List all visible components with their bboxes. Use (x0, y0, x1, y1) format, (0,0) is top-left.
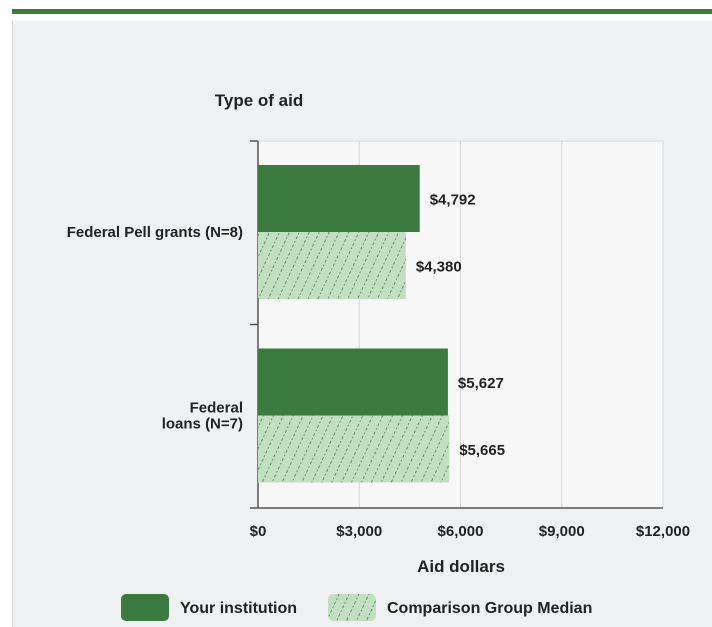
bar-your-institution (258, 165, 420, 232)
data-label: $4,792 (430, 192, 476, 209)
x-tick-label: $6,000 (438, 523, 484, 540)
data-label: $4,380 (416, 259, 462, 276)
x-tick-label: $0 (250, 523, 267, 540)
data-label: $5,627 (458, 375, 504, 392)
x-axis-title: Aid dollars (417, 557, 505, 576)
bar-comparison-median (258, 232, 406, 299)
top-accent-bar (12, 9, 712, 14)
legend-label-comparison-median: Comparison Group Median (387, 600, 592, 617)
legend-swatch-comparison-median (328, 594, 376, 621)
x-tick-labels: $0 $3,000 $6,000 $9,000 $12,000 (250, 523, 690, 540)
legend: Your institution Comparison Group Median (121, 594, 592, 621)
bars: $4,792 $4,380 $5,627 $5,665 (258, 165, 505, 483)
data-label: $5,665 (459, 442, 505, 459)
x-tick-label: $12,000 (636, 523, 690, 540)
bar-comparison-median (258, 415, 450, 483)
legend-label-your-institution: Your institution (180, 600, 297, 617)
x-tick-label: $3,000 (336, 523, 382, 540)
category-label: Federal Pell grants (N=8) (67, 224, 243, 241)
legend-swatch-your-institution (121, 594, 169, 621)
category-label: loans (N=7) (162, 416, 243, 433)
x-tick-label: $9,000 (539, 523, 585, 540)
category-label: Federal (190, 400, 243, 417)
bar-your-institution (258, 348, 448, 416)
y-axis-title: Type of aid (215, 91, 303, 110)
